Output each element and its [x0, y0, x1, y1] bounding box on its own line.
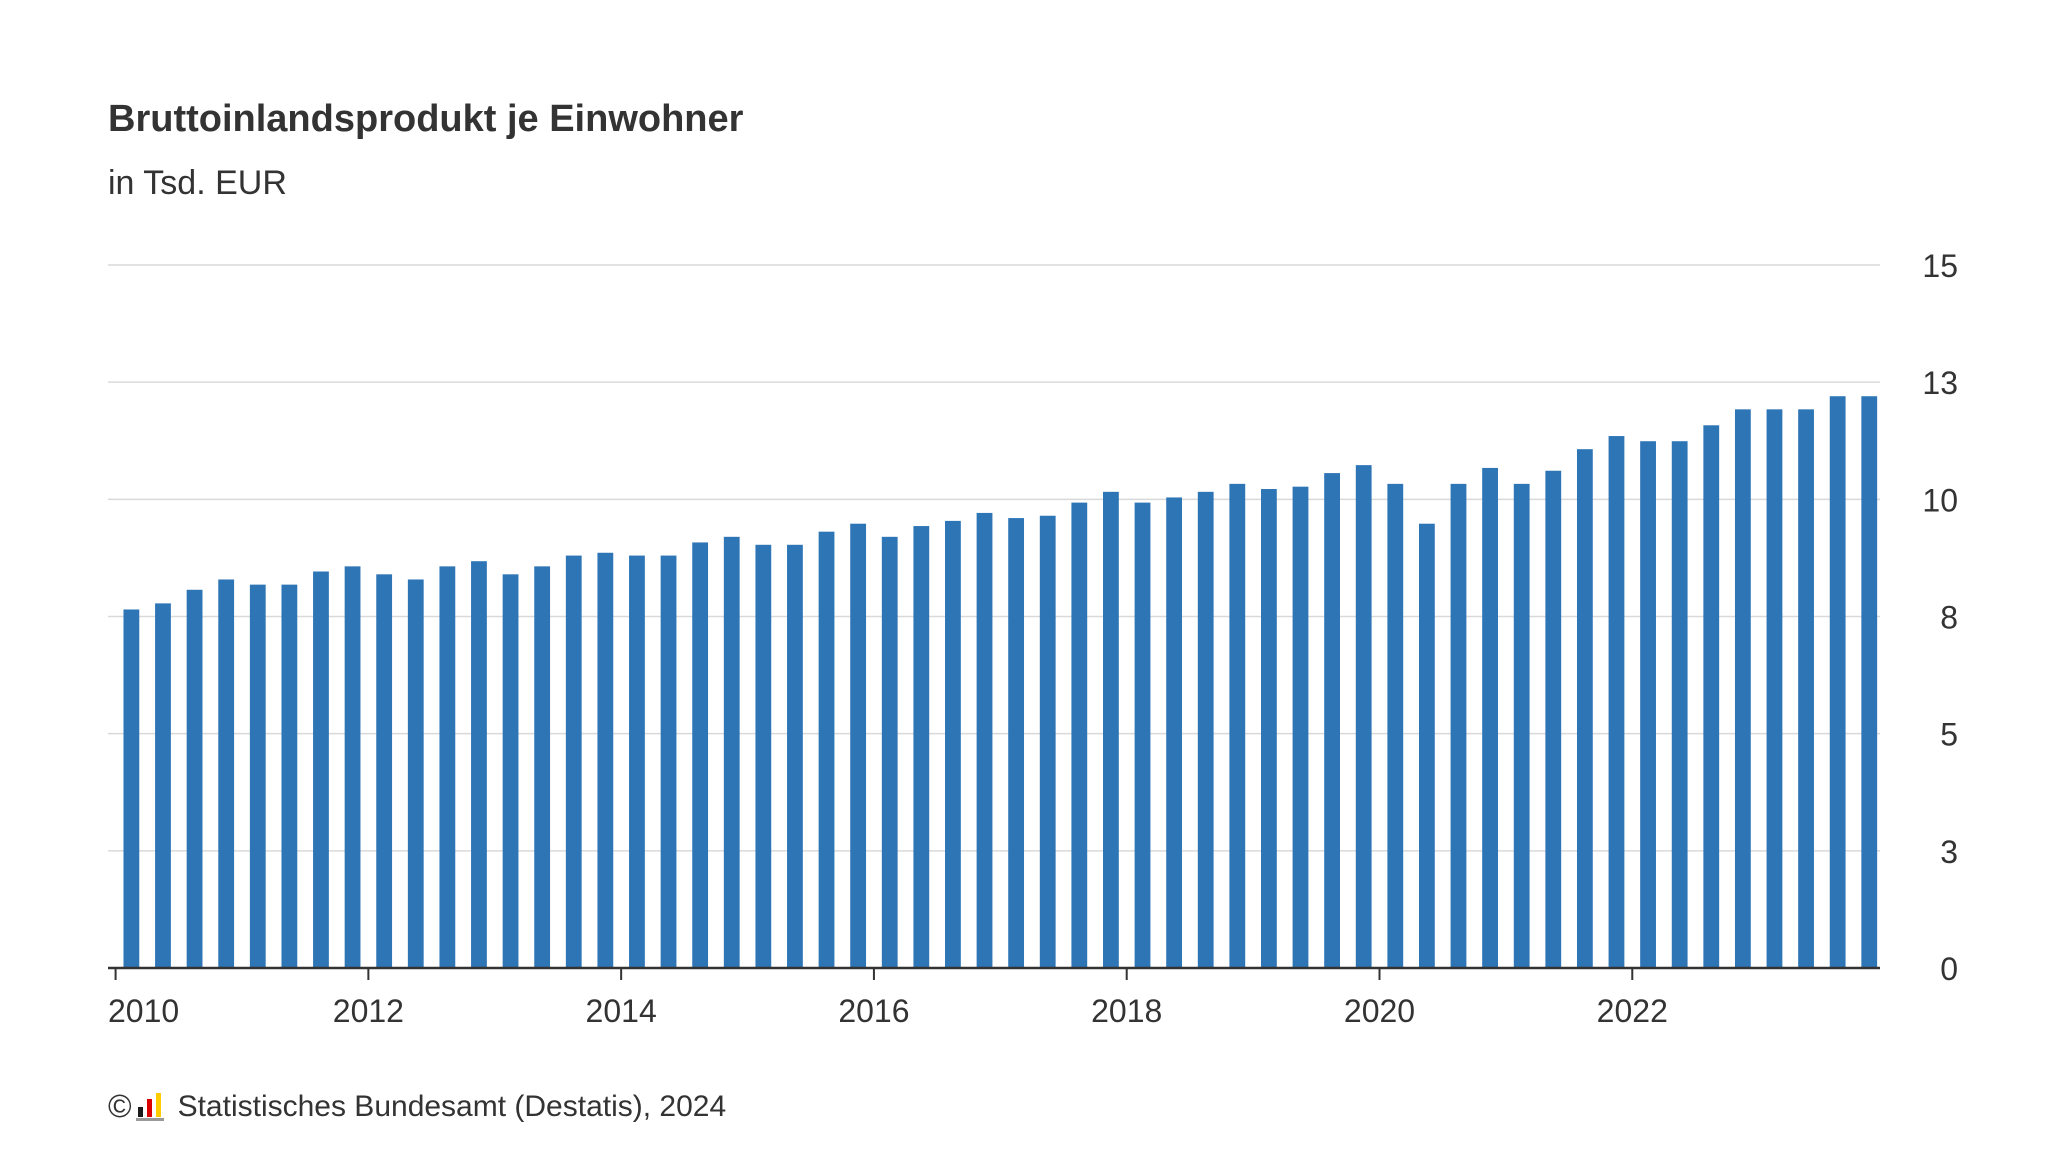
bar [186, 589, 203, 968]
x-tick-label: 2016 [838, 993, 909, 1029]
bar [1039, 515, 1056, 968]
bar [1261, 489, 1277, 968]
bar [1640, 441, 1656, 969]
bar [1292, 486, 1309, 968]
chart-subtitle: in Tsd. EUR [108, 164, 287, 202]
x-tick-label: 2014 [586, 993, 657, 1029]
bar [502, 574, 519, 968]
bar [281, 584, 298, 968]
copyright-symbol: © [108, 1088, 132, 1124]
bar [1008, 518, 1025, 968]
y-tick-label: 8 [1940, 600, 1958, 636]
x-tick-label: 2020 [1344, 993, 1415, 1029]
bar [155, 603, 171, 968]
bar [1576, 449, 1593, 968]
bar [534, 566, 551, 968]
bar [1734, 409, 1751, 968]
bar [407, 579, 424, 968]
bar [1798, 409, 1814, 968]
bar [1387, 483, 1404, 968]
y-tick-label: 5 [1940, 717, 1958, 753]
bar [913, 526, 930, 968]
bar [1450, 483, 1467, 968]
bar [1071, 502, 1088, 968]
bar [1829, 396, 1846, 968]
bar [565, 555, 582, 968]
bar [1324, 473, 1340, 968]
y-axis: 0 3 5 8 10 13 15 [1922, 248, 1958, 987]
y-tick-label: 0 [1940, 951, 1958, 987]
y-tick-label: 3 [1940, 834, 1958, 870]
x-tick-label: 2018 [1091, 993, 1162, 1029]
x-axis: 2010 2012 2014 2016 2018 2020 2022 [108, 966, 1880, 1029]
footer-source: Statistisches Bundesamt (Destatis), 2024 [177, 1089, 727, 1123]
bar [123, 609, 140, 968]
x-tick-label: 2022 [1597, 993, 1668, 1029]
x-tick-label: 2012 [333, 993, 404, 1029]
bar [976, 512, 993, 968]
bar [1134, 502, 1151, 968]
bar [1608, 436, 1625, 968]
bars [123, 396, 1878, 969]
bar [660, 555, 677, 968]
bar [1545, 470, 1562, 968]
bar [1197, 491, 1214, 968]
bar [692, 542, 709, 968]
bar [850, 523, 867, 968]
bar [945, 520, 961, 968]
bar [1513, 483, 1530, 968]
bar [1766, 409, 1783, 968]
footer: © Statistisches Bundesamt (Destatis), 20… [108, 1088, 726, 1125]
bar [1482, 467, 1498, 968]
bar [818, 531, 835, 968]
y-tick-label: 15 [1922, 248, 1958, 284]
bar [218, 579, 235, 968]
bar [249, 584, 266, 968]
bar [881, 536, 898, 968]
bar [439, 566, 456, 968]
bar [1703, 425, 1720, 968]
bar [1671, 441, 1688, 969]
bar [471, 561, 487, 968]
bar [1229, 483, 1246, 968]
y-tick-label: 10 [1922, 482, 1958, 518]
destatis-logo-icon [135, 1092, 164, 1121]
bar [723, 536, 740, 968]
bar [1355, 465, 1372, 968]
bar [787, 544, 803, 968]
bar [313, 571, 329, 968]
bar [629, 555, 645, 968]
y-tick-label: 13 [1922, 365, 1958, 401]
bar [755, 544, 772, 968]
bar [1103, 491, 1119, 968]
chart-title: Bruttoinlandsprodukt je Einwohner [108, 98, 744, 140]
bar [376, 574, 393, 968]
bar [344, 566, 361, 968]
bar [1418, 523, 1435, 968]
bar [1166, 497, 1183, 968]
bar [597, 552, 614, 968]
x-tick-label: 2010 [108, 993, 179, 1029]
bar [1861, 396, 1878, 968]
